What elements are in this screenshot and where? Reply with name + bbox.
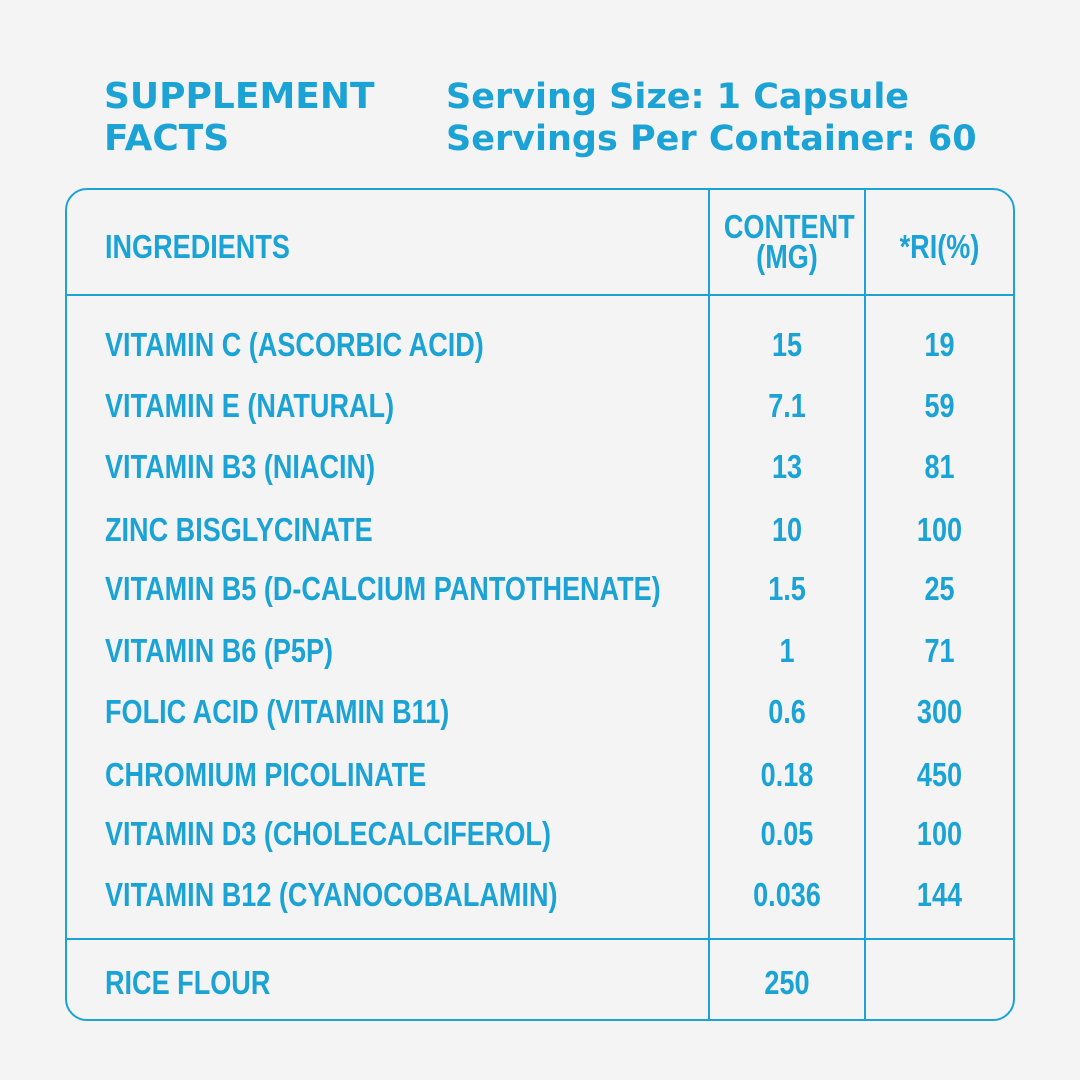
serving-info: Serving Size: 1 Capsule Servings Per Con… [446,76,977,160]
column-header-ingredients: INGREDIENTS [105,228,290,265]
header-divider [67,294,1013,296]
facts-table: INGREDIENTS CONTENT (MG) *RI(%) VITAMIN … [65,188,1015,1021]
ri-value: 59 [924,387,955,424]
ingredient-name: ZINC BISGLYCINATE [105,511,373,548]
column-divider-2 [864,190,866,1019]
title-line-2: FACTS [104,118,230,159]
content-value: 0.18 [760,756,814,793]
content-value: 7.1 [768,387,806,424]
ri-value: 19 [924,326,955,363]
ri-value: 100 [916,815,963,852]
footer-divider [67,938,1013,940]
content-value: 0.6 [768,693,806,730]
column-divider-1 [708,190,710,1019]
ingredient-name: VITAMIN B5 (D-CALCIUM PANTOTHENATE) [105,570,661,607]
footer-ingredient-name: RICE FLOUR [105,964,271,1001]
ri-value: 100 [916,511,963,548]
column-header-content-line-1: CONTENT [723,208,855,245]
column-header-ri: *RI(%) [899,228,980,265]
content-value: 15 [771,326,803,363]
content-value: 1 [779,632,795,669]
title-line-1: SUPPLEMENT [104,76,375,117]
ri-value: 25 [924,570,955,607]
servings-per-container: Servings Per Container: 60 [446,119,977,159]
content-value: 10 [771,511,803,548]
column-header-content-line-2: (MG) [756,238,818,275]
ri-value: 450 [916,756,963,793]
ingredient-name: VITAMIN C (ASCORBIC ACID) [105,326,484,363]
ri-value: 144 [916,876,963,913]
page-title: SUPPLEMENT FACTS [104,76,375,160]
ri-value: 81 [924,448,955,485]
ingredient-name: VITAMIN D3 (CHOLECALCIFEROL) [105,815,551,852]
serving-size: Serving Size: 1 Capsule [446,77,910,117]
ingredient-name: FOLIC ACID (VITAMIN B11) [105,693,450,730]
content-value: 0.036 [753,876,821,913]
ingredient-name: VITAMIN B12 (CYANOCOBALAMIN) [105,876,558,913]
ri-value: 300 [916,693,963,730]
column-header-content: CONTENT (MG) [723,208,855,275]
ingredient-name: VITAMIN B6 (P5P) [105,632,334,669]
content-value: 1.5 [768,570,806,607]
ingredient-name: VITAMIN B3 (NIACIN) [105,448,376,485]
content-value: 0.05 [760,815,814,852]
ingredient-name: VITAMIN E (NATURAL) [105,387,395,424]
footer-content-value: 250 [764,964,810,1001]
ingredient-name: CHROMIUM PICOLINATE [105,756,427,793]
ri-value: 71 [924,632,955,669]
content-value: 13 [771,448,803,485]
